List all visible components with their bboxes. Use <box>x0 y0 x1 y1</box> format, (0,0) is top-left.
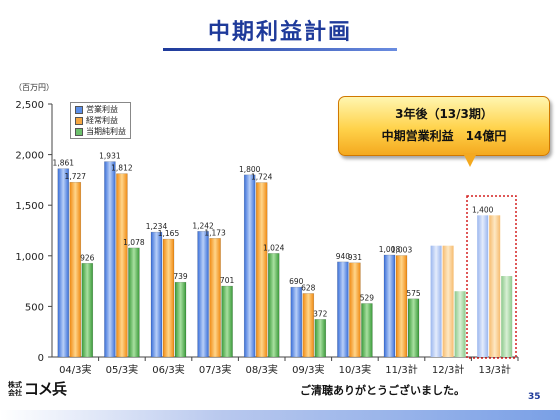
y-tick-label: 1,000 <box>15 252 44 263</box>
bar-operating <box>477 215 489 357</box>
data-label-net: 739 <box>173 272 188 281</box>
bar-ordinary <box>395 255 408 358</box>
bar-operating <box>337 261 349 358</box>
legend-item-net: 当期純利益 <box>75 126 126 137</box>
bar-ordinary <box>442 245 454 357</box>
x-tick-label: 13/3計 <box>478 363 510 376</box>
data-label-net: 1,078 <box>123 238 145 247</box>
bar-net <box>174 281 187 358</box>
chart-legend: 営業利益 経常利益 当期純利益 <box>70 102 131 139</box>
bar-ordinary <box>255 182 268 358</box>
bar-net <box>361 303 373 358</box>
data-label-ordinary: 931 <box>348 253 363 262</box>
data-label-operating: 1,008 <box>379 245 401 254</box>
logo-kaisha: 会社 <box>8 388 22 397</box>
x-tick-label: 09/3実 <box>292 363 324 376</box>
bar-ordinary <box>116 173 128 358</box>
bar-operating <box>104 161 116 358</box>
legend-swatch-ordinary <box>75 116 83 125</box>
x-tick-label: 11/3計 <box>385 363 417 376</box>
y-tick-label: 1,500 <box>15 201 44 212</box>
bar-net <box>128 247 140 358</box>
data-label-net: 701 <box>220 276 235 285</box>
callout-pointer <box>463 153 477 167</box>
data-label-ordinary: 1,727 <box>65 172 87 181</box>
bar-operating <box>430 245 442 357</box>
target-highlight-box <box>466 195 517 359</box>
x-tick-label: 07/3実 <box>199 363 231 376</box>
data-label-operating: 1,931 <box>99 152 121 161</box>
data-label-net: 529 <box>360 293 375 302</box>
bar-operating <box>243 174 256 358</box>
data-label-operating: 1,800 <box>239 165 261 174</box>
data-label-ordinary: 1,812 <box>111 164 133 173</box>
bar-ordinary <box>349 262 361 358</box>
legend-item-ordinary: 経常利益 <box>75 115 126 126</box>
data-label-ordinary: 628 <box>301 283 316 292</box>
data-label-ordinary: 1,003 <box>391 245 413 254</box>
data-label-operating: 1,400 <box>472 205 494 214</box>
data-label-operating: 1,242 <box>192 221 214 230</box>
x-tick-label: 10/3実 <box>339 363 371 376</box>
legend-label-ordinary: 経常利益 <box>86 116 118 125</box>
data-label-net: 372 <box>313 309 328 318</box>
data-label-operating: 940 <box>336 252 351 261</box>
x-tick-label: 08/3実 <box>245 363 277 376</box>
y-tick-label: 0 <box>38 353 44 364</box>
bar-ordinary <box>69 181 82 358</box>
bar-net <box>314 319 327 358</box>
callout-line-1: 3年後（13/3期） <box>395 107 493 121</box>
bar-operating <box>197 231 209 358</box>
data-label-net: 1,024 <box>263 243 285 252</box>
bar-operating <box>57 168 70 358</box>
bar-operating <box>290 286 303 358</box>
x-tick-label: 04/3実 <box>59 363 91 376</box>
y-axis-unit-label: （百万円） <box>14 83 54 92</box>
y-tick-label: 2,500 <box>15 100 44 111</box>
data-label-ordinary: 1,173 <box>204 228 226 237</box>
page-title: 中期利益計画 <box>207 20 352 45</box>
footer-bar <box>0 410 560 420</box>
bar-net <box>267 253 280 358</box>
data-label-operating: 690 <box>289 277 304 286</box>
data-label-ordinary: 1,165 <box>158 229 180 238</box>
logo-name: コメ兵 <box>24 380 67 398</box>
data-label-operating: 1,234 <box>146 222 168 231</box>
bar-net <box>454 291 466 357</box>
legend-label-operating: 営業利益 <box>86 105 118 114</box>
bar-net <box>407 298 420 358</box>
bar-operating <box>383 254 396 358</box>
bar-net <box>81 263 94 358</box>
logo-kabushiki: 株式 <box>8 380 22 389</box>
data-label-ordinary: 1,724 <box>251 173 273 182</box>
page-number: 35 <box>528 392 541 402</box>
bar-net <box>221 285 233 358</box>
legend-swatch-net <box>75 127 83 136</box>
x-tick-label: 06/3実 <box>152 363 184 376</box>
x-tick-label: 12/3計 <box>432 363 464 376</box>
bar-net <box>501 276 513 357</box>
y-tick-label: 2,000 <box>15 151 44 162</box>
y-tick-label: 500 <box>25 302 44 313</box>
closing-message: ご清聴ありがとうございました。 <box>300 384 465 397</box>
bar-ordinary <box>302 293 315 358</box>
bar-ordinary <box>489 215 501 357</box>
legend-item-operating: 営業利益 <box>75 104 126 115</box>
data-label-operating: 1,861 <box>53 159 75 168</box>
data-label-net: 926 <box>80 253 95 262</box>
company-logo: 株式 会社 コメ兵 <box>8 378 67 399</box>
x-tick-label: 05/3実 <box>106 363 138 376</box>
bar-ordinary <box>162 238 175 358</box>
data-label-net: 575 <box>406 289 421 298</box>
legend-label-net: 当期純利益 <box>86 127 126 136</box>
bar-ordinary <box>209 238 221 358</box>
callout-line-2: 中期営業利益 14億円 <box>381 129 507 143</box>
target-callout: 3年後（13/3期） 中期営業利益 14億円 <box>338 96 550 156</box>
legend-swatch-operating <box>75 105 83 114</box>
title-underline <box>163 48 397 51</box>
bar-operating <box>150 231 163 358</box>
